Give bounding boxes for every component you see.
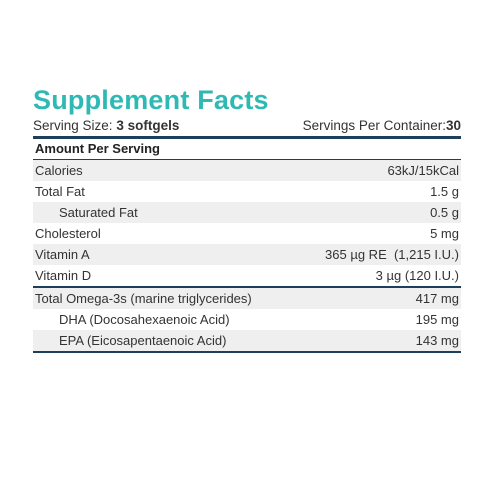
nutrient-name: Saturated Fat (59, 205, 138, 220)
divider-thin (33, 159, 461, 160)
nutrient-row-cholesterol: Cholesterol 5 mg (33, 223, 461, 244)
amount-per-serving-header: Amount Per Serving (35, 141, 160, 156)
nutrient-name: Calories (35, 163, 83, 178)
nutrient-name: Total Fat (35, 184, 85, 199)
nutrient-row-calories: Calories 63kJ/15kCal (33, 160, 461, 181)
nutrient-row-total-omega-3s: Total Omega-3s (marine triglycerides) 41… (33, 288, 461, 309)
nutrient-row-dha: DHA (Docosahexaenoic Acid) 195 mg (33, 309, 461, 330)
nutrient-value: 417 mg (415, 291, 459, 306)
nutrient-row-saturated-fat: Saturated Fat 0.5 g (33, 202, 461, 223)
servings-per-container-label: Servings Per Container: (302, 118, 446, 133)
divider-bottom (33, 351, 461, 353)
nutrient-name: DHA (Docosahexaenoic Acid) (59, 312, 230, 327)
nutrient-value: 195 mg (415, 312, 459, 327)
nutrient-value: 365 µg RE (1,215 I.U.) (325, 247, 459, 262)
nutrient-row-vitamin-d: Vitamin D 3 µg (120 I.U.) (33, 265, 461, 286)
nutrient-value: 0.5 g (430, 205, 459, 220)
nutrient-value: 143 mg (415, 333, 459, 348)
nutrient-row-vitamin-a: Vitamin A 365 µg RE (1,215 I.U.) (33, 244, 461, 265)
divider-medium (33, 286, 461, 288)
nutrient-value: 5 mg (430, 226, 459, 241)
nutrient-name: Cholesterol (35, 226, 101, 241)
serving-size-label: Serving Size: (33, 118, 113, 133)
serving-info: Serving Size: 3 softgels Servings Per Co… (33, 116, 461, 136)
serving-size: Serving Size: 3 softgels (33, 116, 179, 136)
nutrient-row-total-fat: Total Fat 1.5 g (33, 181, 461, 202)
nutrient-name: Vitamin D (35, 268, 92, 283)
nutrient-value: 63kJ/15kCal (387, 163, 459, 178)
supplement-facts-panel: Supplement Facts Serving Size: 3 softgel… (33, 85, 461, 353)
nutrient-name: Total Omega-3s (marine triglycerides) (35, 291, 252, 306)
nutrient-name: EPA (Eicosapentaenoic Acid) (59, 333, 227, 348)
panel-title: Supplement Facts (33, 85, 269, 115)
servings-per-container-value: 30 (445, 118, 461, 133)
nutrient-value: 1.5 g (430, 184, 459, 199)
nutrient-row-epa: EPA (Eicosapentaenoic Acid) 143 mg (33, 330, 461, 351)
servings-per-container: Servings Per Container:30 (303, 116, 461, 136)
serving-size-value: 3 softgels (116, 118, 180, 133)
nutrient-name: Vitamin A (35, 247, 90, 262)
divider-thick (33, 136, 461, 139)
nutrient-value: 3 µg (120 I.U.) (375, 268, 459, 283)
